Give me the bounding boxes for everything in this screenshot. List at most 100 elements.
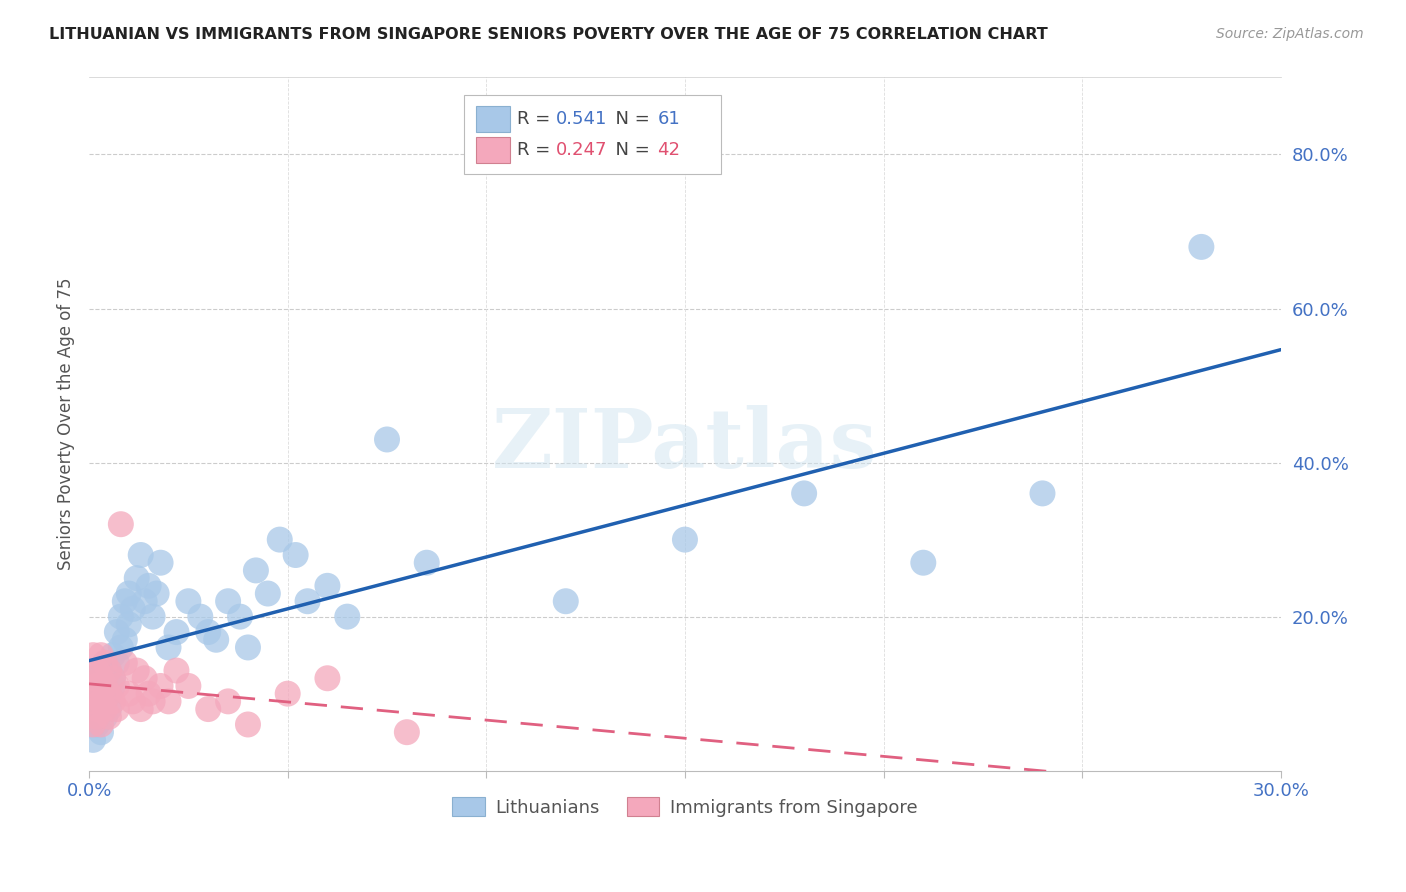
Point (90, 694, 112, 708)
Point (166, 625, 188, 640)
Point (86, 702, 108, 716)
Point (375, 433, 398, 447)
Text: R =: R = (517, 110, 555, 128)
Point (82, 732, 104, 747)
Text: ZIPatlas: ZIPatlas (492, 405, 877, 485)
Point (101, 694, 124, 708)
Point (149, 679, 172, 693)
Point (86, 664, 108, 678)
Point (90, 687, 112, 701)
Bar (477, 106, 510, 132)
Point (101, 679, 124, 693)
Point (134, 671, 156, 685)
Point (134, 594, 156, 608)
Point (129, 702, 152, 716)
Point (336, 609, 359, 624)
Point (297, 594, 319, 608)
Point (277, 687, 299, 701)
Point (90, 702, 112, 716)
Point (110, 517, 132, 532)
Text: N =: N = (605, 110, 655, 128)
Point (94, 710, 117, 724)
Text: N =: N = (605, 141, 655, 160)
Point (236, 717, 259, 731)
Point (101, 671, 124, 685)
Point (125, 571, 148, 585)
Point (105, 702, 128, 716)
Point (86, 694, 108, 708)
Point (145, 586, 167, 600)
Point (166, 664, 188, 678)
Point (105, 656, 128, 670)
Point (86, 679, 108, 693)
Point (94, 679, 117, 693)
Text: 61: 61 (658, 110, 681, 128)
Point (197, 625, 219, 640)
Point (114, 632, 136, 647)
Point (86, 671, 108, 685)
Point (94, 679, 117, 693)
Y-axis label: Seniors Poverty Over the Age of 75: Seniors Poverty Over the Age of 75 (58, 277, 75, 570)
Point (97, 664, 120, 678)
Point (157, 694, 180, 708)
Point (138, 687, 160, 701)
Point (94, 656, 117, 670)
Point (105, 679, 128, 693)
Point (97, 702, 120, 716)
Point (97, 664, 120, 678)
Point (149, 556, 172, 570)
Point (90, 725, 112, 739)
Point (110, 640, 132, 655)
Point (188, 609, 211, 624)
Point (177, 594, 200, 608)
Point (121, 602, 143, 616)
Point (82, 717, 104, 731)
Point (82, 710, 104, 724)
Point (157, 640, 180, 655)
Legend: Lithuanians, Immigrants from Singapore: Lithuanians, Immigrants from Singapore (444, 790, 925, 824)
Point (118, 687, 141, 701)
Point (114, 656, 136, 670)
Point (197, 702, 219, 716)
Point (118, 586, 141, 600)
Point (236, 640, 259, 655)
Point (142, 609, 165, 624)
Text: 0.541: 0.541 (557, 110, 607, 128)
Point (94, 694, 117, 708)
Text: R =: R = (517, 141, 555, 160)
Point (90, 648, 112, 662)
Point (1189, 240, 1212, 254)
Point (101, 648, 124, 662)
Point (82, 671, 104, 685)
Point (205, 632, 228, 647)
Point (90, 671, 112, 685)
Point (138, 579, 160, 593)
FancyBboxPatch shape (464, 95, 721, 175)
Point (316, 579, 339, 593)
Text: LITHUANIAN VS IMMIGRANTS FROM SINGAPORE SENIORS POVERTY OVER THE AGE OF 75 CORRE: LITHUANIAN VS IMMIGRANTS FROM SINGAPORE … (49, 27, 1047, 42)
Point (245, 563, 267, 577)
Point (86, 710, 108, 724)
Text: 0.247: 0.247 (557, 141, 607, 160)
Point (217, 594, 239, 608)
Point (673, 533, 696, 547)
Point (416, 556, 439, 570)
Point (121, 694, 143, 708)
Point (94, 702, 117, 716)
Text: Source: ZipAtlas.com: Source: ZipAtlas.com (1216, 27, 1364, 41)
Point (82, 687, 104, 701)
Point (90, 717, 112, 731)
Point (97, 710, 120, 724)
Point (269, 533, 291, 547)
Point (94, 656, 117, 670)
Point (912, 556, 935, 570)
Point (86, 717, 108, 731)
Point (177, 679, 200, 693)
Point (86, 687, 108, 701)
Point (118, 617, 141, 632)
Point (101, 671, 124, 685)
Point (82, 648, 104, 662)
Point (256, 586, 278, 600)
Bar (477, 137, 510, 163)
Point (125, 664, 148, 678)
